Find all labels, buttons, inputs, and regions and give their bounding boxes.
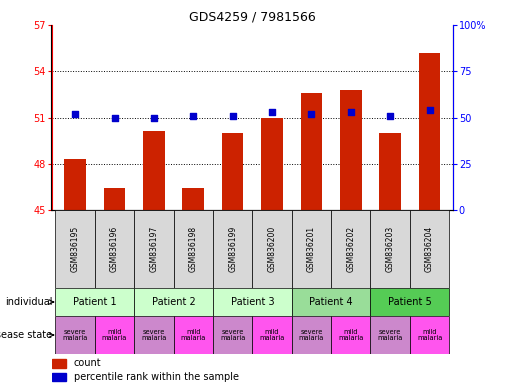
Text: GSM836204: GSM836204 [425,226,434,272]
Bar [340,90,362,210]
Text: Patient 1: Patient 1 [73,297,116,307]
Bar [213,316,252,354]
Bar [134,316,174,354]
Point [229,113,237,119]
Text: GSM836202: GSM836202 [346,226,355,272]
Text: severe
malaria: severe malaria [220,328,245,341]
Text: GSM836203: GSM836203 [386,226,394,272]
Point [71,111,79,117]
Bar [52,359,65,367]
Bar [291,210,331,288]
Text: mild
malaria: mild malaria [260,328,285,341]
Bar [261,118,283,210]
Text: severe
malaria: severe malaria [62,328,88,341]
Bar [370,210,410,288]
Point [189,113,197,119]
Bar [64,159,86,210]
Bar [380,133,401,210]
Bar [410,210,449,288]
Bar [56,316,95,354]
Bar [291,316,331,354]
Bar [370,316,410,354]
Bar [143,131,165,210]
Text: percentile rank within the sample: percentile rank within the sample [74,372,238,382]
Point [150,114,158,121]
Text: GSM836196: GSM836196 [110,226,119,272]
Bar [56,288,134,316]
Bar [174,316,213,354]
Text: GSM836197: GSM836197 [149,226,159,272]
Text: mild
malaria: mild malaria [102,328,127,341]
Point [268,109,276,115]
Text: Patient 3: Patient 3 [231,297,274,307]
Text: GSM836200: GSM836200 [267,226,277,272]
Text: severe
malaria: severe malaria [377,328,403,341]
Bar [213,210,252,288]
Bar [252,210,291,288]
Text: GSM836201: GSM836201 [307,226,316,272]
Bar [222,133,244,210]
Point [386,113,394,119]
Text: disease state: disease state [0,330,53,340]
Text: severe
malaria: severe malaria [299,328,324,341]
Bar [174,210,213,288]
Bar [410,316,449,354]
Text: mild
malaria: mild malaria [417,328,442,341]
Text: Patient 5: Patient 5 [388,297,432,307]
Bar [52,372,65,381]
Bar [104,189,125,210]
Text: GSM836198: GSM836198 [189,226,198,272]
Text: individual: individual [5,297,53,307]
Text: Patient 4: Patient 4 [310,297,353,307]
Bar [301,93,322,210]
Bar [95,316,134,354]
Bar [95,210,134,288]
Text: count: count [74,358,101,368]
Bar [134,288,213,316]
Bar [331,316,370,354]
Text: severe
malaria: severe malaria [141,328,166,341]
Bar [56,210,95,288]
Text: mild
malaria: mild malaria [338,328,364,341]
Title: GDS4259 / 7981566: GDS4259 / 7981566 [189,11,316,24]
Bar [182,189,204,210]
Text: GSM836199: GSM836199 [228,226,237,272]
Point [425,107,434,113]
Bar [213,288,291,316]
Point [110,114,118,121]
Bar [370,288,449,316]
Bar [252,316,291,354]
Bar [331,210,370,288]
Bar [291,288,370,316]
Point [307,111,316,117]
Text: Patient 2: Patient 2 [152,297,196,307]
Text: mild
malaria: mild malaria [181,328,206,341]
Bar [419,53,440,210]
Text: GSM836195: GSM836195 [71,226,80,272]
Bar [134,210,174,288]
Point [347,109,355,115]
